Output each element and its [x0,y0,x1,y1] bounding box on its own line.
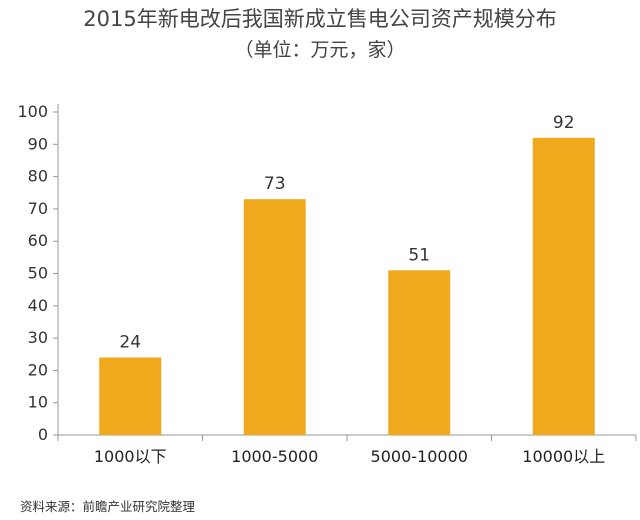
y-tick-label: 0 [38,425,48,444]
y-tick-label: 50 [28,264,48,283]
bar [532,137,595,435]
bar [243,199,306,435]
bar-value-label: 51 [408,245,430,265]
bar [99,357,162,435]
bar-value-label: 92 [553,113,575,133]
chart-title: 2015年新电改后我国新成立售电公司资产规模分布 [83,7,556,31]
y-tick-label: 10 [28,393,48,412]
y-tick-label: 60 [28,231,48,250]
x-category-label: 1000以下 [94,447,167,466]
x-category-label: 5000-10000 [371,447,468,466]
chart-subtitle: （单位：万元，家） [234,39,405,61]
labels-layer: 24 1000以下 73 1000-5000 51 5000-10000 92 10000以上 [94,113,605,466]
bar [388,270,451,435]
bar-value-label: 24 [119,332,141,352]
y-tick-label: 40 [28,296,48,315]
y-tick-label: 90 [28,134,48,153]
source-note: 资料来源：前瞻产业研究院整理 [20,499,196,514]
y-tick-label: 20 [28,360,48,379]
x-category-label: 1000-5000 [231,447,318,466]
bars-layer [99,137,595,435]
y-tick-label: 80 [28,167,48,186]
y-tick-label: 100 [17,102,48,121]
bar-value-label: 73 [264,174,286,194]
y-tick-label: 70 [28,199,48,218]
y-tick-label: 30 [28,328,48,347]
axes-layer: 0 10 20 30 40 50 60 70 80 90 100 [17,102,637,444]
x-category-label: 10000以上 [522,447,605,466]
